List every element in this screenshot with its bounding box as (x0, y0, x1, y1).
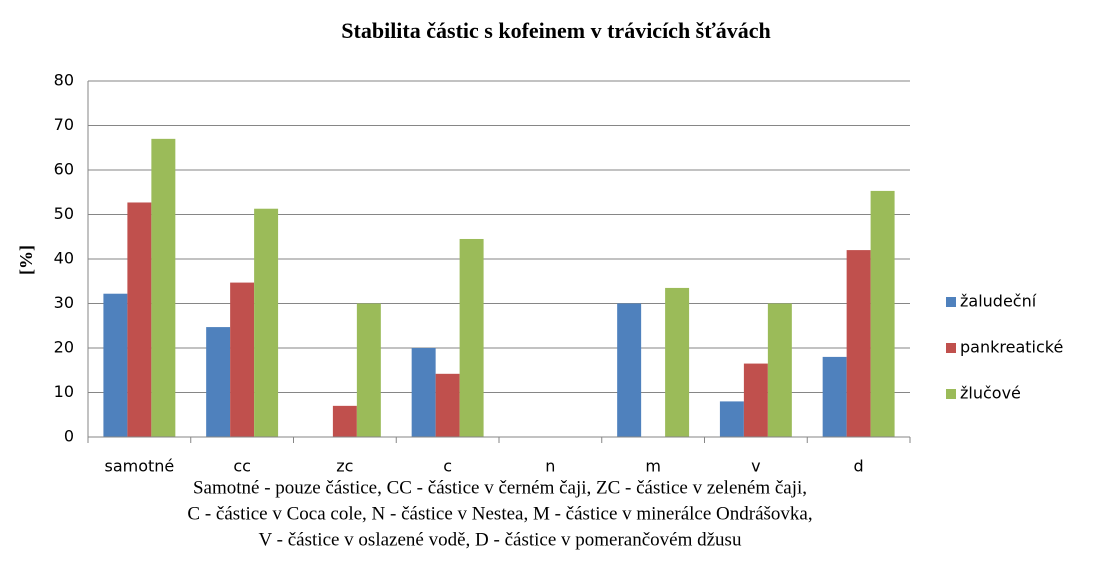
footnote: V - částice v oslazené vodě, D - částice… (259, 529, 742, 550)
x-tick-label: zc (336, 457, 353, 476)
y-tick-label: 0 (64, 427, 74, 446)
x-tick-label: samotné (104, 457, 174, 476)
y-axis-label: [%] (16, 245, 36, 275)
x-tick-label: cc (233, 457, 251, 476)
y-tick-label: 70 (54, 115, 74, 134)
legend-label: žlučové (960, 384, 1021, 403)
chart-title: Stabilita částic s kofeinem v trávicích … (341, 18, 770, 43)
x-tick-label: m (645, 457, 661, 476)
footnote: C - částice v Coca cole, N - částice v N… (187, 503, 812, 524)
bar (846, 250, 871, 437)
y-tick-label: 30 (54, 293, 74, 312)
bar (617, 303, 642, 437)
footnote: Samotné - pouze částice, CC - částice v … (193, 477, 807, 498)
bar (127, 202, 152, 437)
bar (665, 287, 690, 437)
x-tick-label: c (443, 457, 452, 476)
bar (719, 401, 744, 437)
bar (767, 303, 792, 437)
bar (151, 138, 176, 437)
bar (411, 348, 436, 437)
bar (743, 363, 768, 437)
bar (230, 282, 255, 437)
legend-label: pankreatické (960, 338, 1063, 357)
legend-swatch (946, 389, 956, 399)
x-tick-label: v (751, 457, 760, 476)
bar (206, 327, 231, 437)
bar (870, 190, 895, 437)
y-tick-label: 80 (54, 71, 74, 90)
legend-label: žaludeční (960, 292, 1037, 311)
y-tick-label: 10 (54, 382, 74, 401)
bar (459, 238, 484, 437)
y-tick-label: 50 (54, 204, 74, 223)
y-tick-label: 20 (54, 338, 74, 357)
x-tick-label: n (545, 457, 555, 476)
y-tick-label: 60 (54, 160, 74, 179)
bar (435, 373, 460, 437)
legend-swatch (946, 343, 956, 353)
y-tick-label: 40 (54, 249, 74, 268)
bar (103, 293, 128, 437)
bar (332, 405, 357, 437)
bar (356, 303, 381, 437)
legend-swatch (946, 297, 956, 307)
x-tick-label: d (854, 457, 864, 476)
bar (254, 208, 279, 437)
bar (822, 356, 847, 437)
